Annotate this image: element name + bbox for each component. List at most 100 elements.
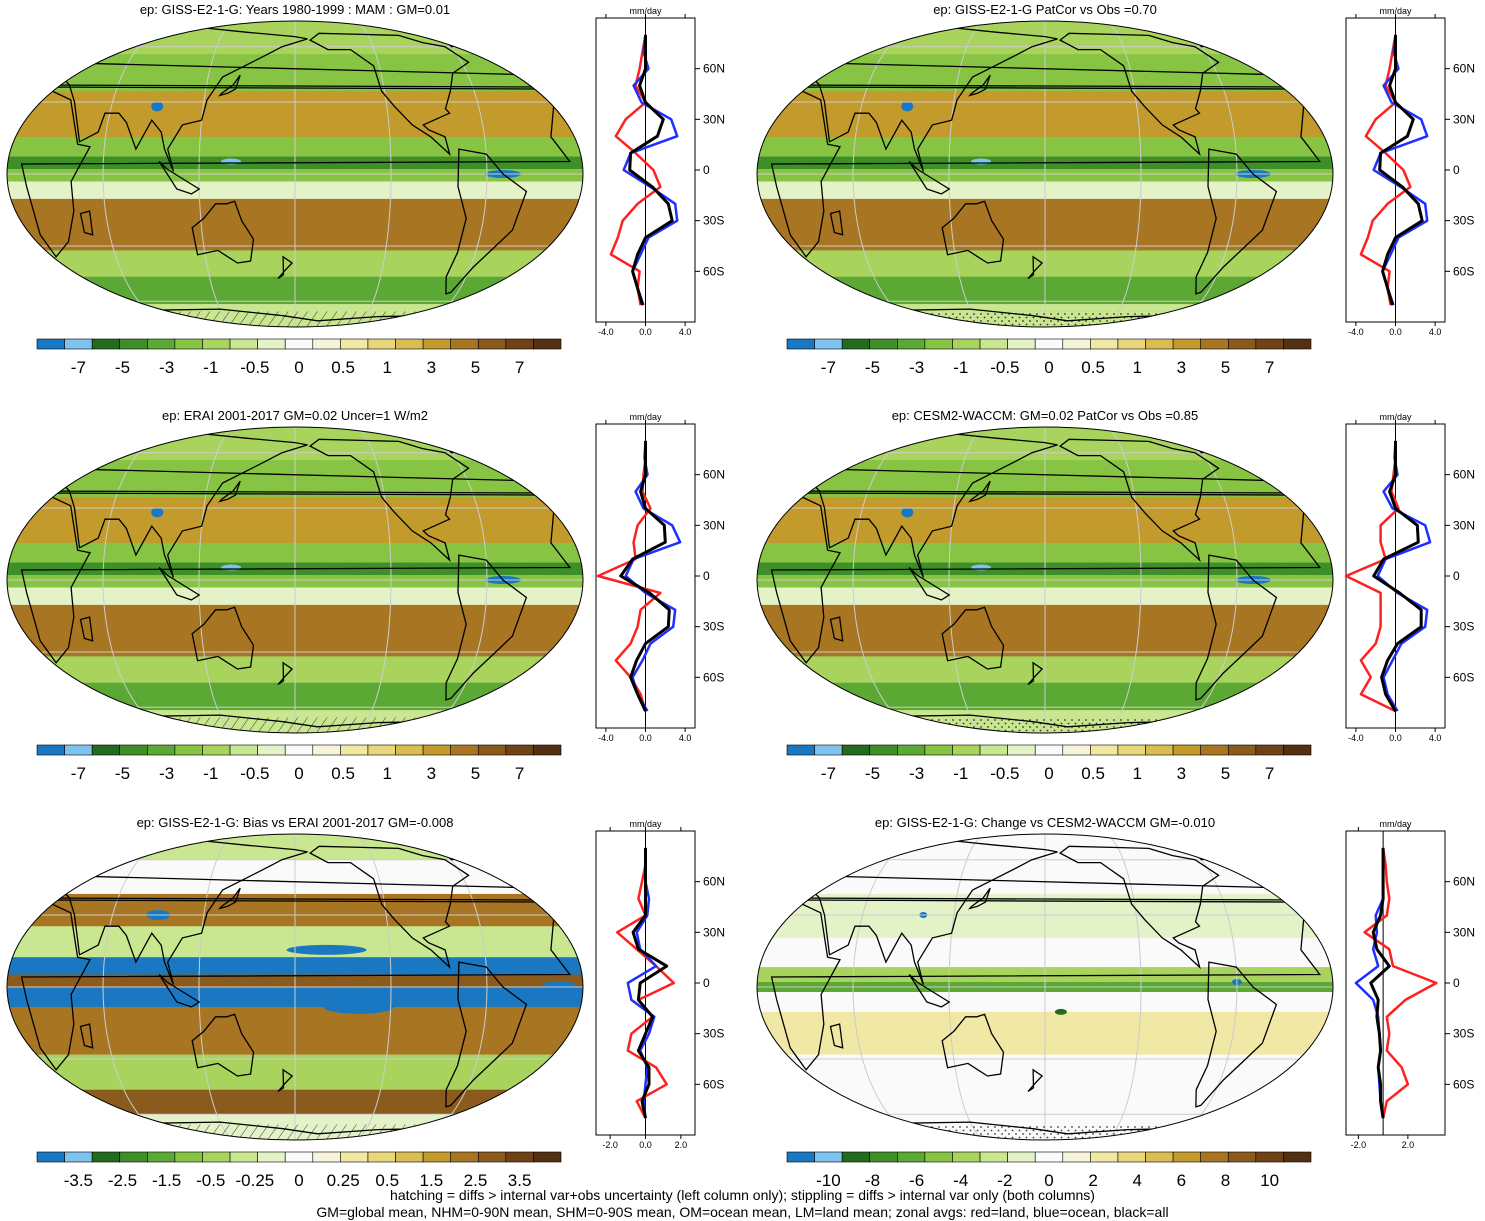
coastline-new-zealand [1027,661,1044,686]
zonal-series-ocean [622,34,679,306]
world-map [6,833,584,1141]
coastline-south-america [1195,148,1278,295]
colorbar-swatch [312,338,341,350]
colorbar-swatch [450,744,479,756]
colorbar-label: 8 [1221,1171,1230,1190]
colorbar-label: -7 [71,764,86,783]
colorbar-label: -0.5 [990,358,1019,377]
map-border [6,20,584,328]
colorbar-swatch [340,338,369,350]
colorbar-swatch [1007,1151,1036,1163]
coastline-new-zealand [1027,255,1044,280]
zonal-series-all [1372,440,1423,712]
lat-tick-label: 60S [1453,1077,1474,1091]
colorbar-label: -4 [953,1171,968,1190]
zonal-series-land [615,847,676,1119]
colorbar-label: -1.5 [152,1171,181,1190]
colorbar-swatch [533,744,562,756]
colorbar-swatch [229,1151,258,1163]
colorbar-label: -5 [115,358,130,377]
colorbar-swatch [786,744,815,756]
colorbar-label: 1 [1133,358,1142,377]
colorbar-label: -7 [821,764,836,783]
colorbar-label: 3 [427,358,436,377]
colorbar-swatch [367,1151,396,1163]
colorbar-swatch [1200,1151,1229,1163]
colorbar-label: -5 [115,764,130,783]
coastline-south-america [445,961,528,1108]
coastline-indonesia [158,974,201,1008]
colorbar-swatch [1062,338,1091,350]
colorbar-label: -3 [909,764,924,783]
colorbar-swatch [147,744,176,756]
coastline-africa [20,86,572,258]
colorbar-swatch [119,744,148,756]
colorbar-swatch [1145,338,1174,350]
lat-tick-label: 0 [1453,163,1460,177]
zonal-series-ocean [1372,34,1429,306]
colorbar-swatch [395,1151,424,1163]
coastline-new-zealand [277,255,294,280]
colorbar-swatch [1062,1151,1091,1163]
coastline-madagascar [829,616,844,642]
lat-tick-label: 60N [703,875,725,889]
colorbar-swatch [1034,1151,1064,1163]
coastline-japan [967,74,991,97]
lat-tick-label: 60S [703,670,724,684]
zonal-series-all [1369,847,1391,1119]
field-patch [286,944,367,955]
colorbar-swatch [1255,338,1284,350]
colorbar-swatch [1227,1151,1257,1163]
colorbar-swatch [312,1151,341,1163]
lat-tick-label: 30S [703,1027,724,1041]
colorbar-swatch [814,338,843,350]
world-map [756,20,1334,328]
colorbar-swatch [229,338,258,350]
profile-unit-label: mm/day [629,6,662,16]
profile-unit-label: mm/day [629,819,662,829]
panel-title: ep: GISS-E2-1-G: Bias vs ERAI 2001-2017 … [136,815,454,830]
colorbar-swatch [952,338,981,350]
colorbar-label: 5 [1221,764,1230,783]
panel-erai-observation: ep: ERAI 2001-2017 GM=0.02 Uncer=1 W/m2 … [5,408,735,808]
panel-change-vs-cesm2: ep: GISS-E2-1-G: Change vs CESM2-WACCM G… [755,815,1485,1215]
profile-x-tick-label: -2.0 [602,1140,618,1149]
coastline-japan [967,480,991,503]
map-border [756,833,1334,1141]
zonal-mean-profile: mm/day 60N 30N 0 30S 60S -4.0 0.0 4.0 [595,412,725,742]
colorbar: -3.5 -2.5 -1.5 -0.5 -0.25 0 0.25 0.5 1.5 2.5 3.5 [36,1151,562,1190]
colorbar-swatch [1200,338,1229,350]
colorbar-swatch [897,1151,926,1163]
lat-tick-label: 30S [1453,620,1474,634]
colorbar-label: 0.5 [1081,358,1105,377]
colorbar-label: 0.5 [1081,764,1105,783]
coastline-africa [770,492,1322,664]
colorbar-swatch [1090,1151,1119,1163]
colorbar-label: 7 [515,358,524,377]
field-patch [901,507,914,518]
lat-tick-label: 30S [1453,1027,1474,1041]
profile-x-tick-label: 4.0 [1429,327,1442,336]
colorbar-swatch [1172,744,1201,756]
colorbar-swatch [64,744,93,756]
coastline-africa [770,899,1322,1071]
map-border [756,426,1334,734]
profile-x-tick-label: 0.0 [639,1140,652,1149]
colorbar-swatch [340,1151,369,1163]
colorbar-label: -8 [865,1171,880,1190]
colorbar-label: 0 [294,358,303,377]
colorbar-label: 0 [1044,358,1053,377]
colorbar-swatch [450,338,479,350]
coastline-madagascar [79,616,94,642]
colorbar-swatch [119,338,148,350]
panel-cesm2-waccm: ep: CESM2-WACCM: GM=0.02 PatCor vs Obs =… [755,408,1485,808]
colorbar-swatch [119,1151,148,1163]
coastline-indonesia [908,567,951,601]
colorbar-swatch [505,1151,534,1163]
colorbar-swatch [229,744,258,756]
colorbar-swatch [422,338,451,350]
colorbar-swatch [1117,744,1146,756]
coastline-south-america [445,554,528,701]
colorbar-label: -7 [71,358,86,377]
zonal-series-all [619,440,671,712]
